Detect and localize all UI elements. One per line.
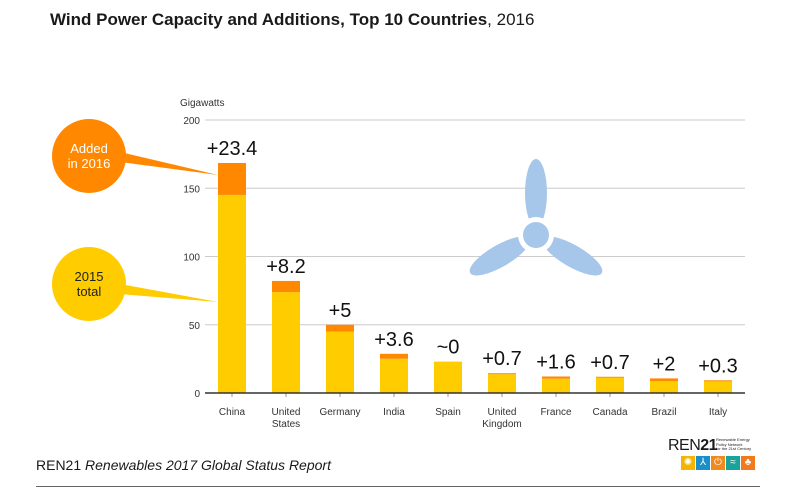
bar-added-2016 xyxy=(488,373,516,375)
chart-title-main: Wind Power Capacity and Additions, Top 1… xyxy=(50,10,488,29)
x-tick-label: India xyxy=(383,407,405,418)
bar-2015-total xyxy=(380,358,408,393)
y-tick-label: 0 xyxy=(194,389,200,400)
x-tick-label: States xyxy=(272,419,300,430)
bar-2015-total xyxy=(488,374,516,393)
source-footer: REN21 Renewables 2017 Global Status Repo… xyxy=(36,457,331,473)
data-label: ~0 xyxy=(437,337,460,359)
x-tick-label: France xyxy=(540,407,572,418)
footer-divider xyxy=(36,486,760,487)
leaf-icon: ♣ xyxy=(741,456,755,470)
y-tick-label: 100 xyxy=(183,253,200,264)
bar-2015-total xyxy=(650,381,678,393)
callout-pointer-total xyxy=(120,284,218,302)
turbine-hub xyxy=(523,222,549,248)
logo-icons: ✺ ⅄ ⏻ ≈ ♣ xyxy=(681,456,755,470)
data-label: +0.7 xyxy=(590,352,629,374)
callout-circle-added xyxy=(52,119,126,193)
callout-pointer-added xyxy=(120,152,218,175)
bar-2015-total xyxy=(326,331,354,393)
callout-label-added: Added xyxy=(70,141,108,156)
y-axis: 0 50 100 150 200 Gigawatts xyxy=(180,98,224,400)
data-label: +0.7 xyxy=(482,348,521,370)
turbine-blade xyxy=(469,236,530,276)
x-tick-label: Germany xyxy=(319,407,360,418)
x-tick-label: China xyxy=(219,407,246,418)
x-tick-label: Canada xyxy=(592,407,627,418)
bar-added-2016 xyxy=(272,280,300,293)
y-tick-label: 50 xyxy=(189,321,201,332)
bar-added-2016 xyxy=(380,353,408,359)
data-label: +0.3 xyxy=(698,355,737,377)
wind-icon: ⅄ xyxy=(696,456,710,470)
turbine-blade xyxy=(525,159,547,227)
y-axis-label: Gigawatts xyxy=(180,98,224,109)
water-icon: ≈ xyxy=(726,456,740,470)
callout-circle-total xyxy=(52,247,126,321)
x-tick-label: Spain xyxy=(435,407,461,418)
data-label: +2 xyxy=(653,353,676,375)
data-label: +1.6 xyxy=(536,351,575,373)
bar-2015-total xyxy=(218,194,246,393)
bar-added-2016 xyxy=(704,380,732,382)
wind-turbine-icon xyxy=(469,159,603,276)
bar-added-2016 xyxy=(326,324,354,332)
y-tick-label: 150 xyxy=(183,184,200,195)
logo-wordmark: REN21 xyxy=(668,437,718,455)
callout-label-total: total xyxy=(77,284,102,299)
callout-label-total: 2015 xyxy=(75,269,104,284)
bar-added-2016 xyxy=(596,376,624,378)
x-tick-label: Kingdom xyxy=(482,419,521,430)
ren21-logo: REN21 Renewable Energy Policy Network fo… xyxy=(668,437,760,475)
blade-shape xyxy=(469,236,530,276)
data-labels: +23.4 +8.2 +5 +3.6 ~0 +0.7 +1.6 +0.7 +2 +0.3 xyxy=(207,138,738,377)
bar-2015-total xyxy=(272,292,300,393)
logo-mark-prefix: REN xyxy=(668,437,701,454)
blade-shape xyxy=(542,236,603,276)
data-label: +23.4 xyxy=(207,138,258,160)
bar-2015-total xyxy=(704,380,732,393)
bars xyxy=(218,162,732,393)
turbine-blade xyxy=(542,236,603,276)
blade-shape xyxy=(525,159,547,227)
callout-label-added: in 2016 xyxy=(68,156,111,171)
y-tick-label: 200 xyxy=(183,116,200,127)
bar-added-2016 xyxy=(650,378,678,382)
x-tick-label: United xyxy=(272,407,301,418)
logo-tagline: Renewable Energy Policy Network for the … xyxy=(716,437,760,452)
chart-title-sep: , xyxy=(487,10,492,29)
bar-added-2016 xyxy=(542,376,570,379)
x-tick-label: Brazil xyxy=(651,407,676,418)
logo-mark-suffix: 21 xyxy=(700,437,718,454)
sun-icon: ✺ xyxy=(681,456,695,470)
bar-2015-total xyxy=(542,378,570,393)
data-label: +5 xyxy=(329,300,352,322)
source-org: REN21 xyxy=(36,457,82,473)
bar-added-2016 xyxy=(218,162,246,195)
source-report: Renewables 2017 Global Status Report xyxy=(85,457,331,473)
x-tick-label: Italy xyxy=(709,407,727,418)
power-icon: ⏻ xyxy=(711,456,725,470)
data-label: +8.2 xyxy=(266,256,305,278)
data-label: +3.6 xyxy=(374,329,413,351)
logo-tagline-line: Renewable Energy xyxy=(716,437,750,442)
bar-2015-total xyxy=(434,361,462,393)
bar-2015-total xyxy=(596,377,624,393)
logo-tagline-line: for the 21st Century xyxy=(716,446,752,451)
chart-title: Wind Power Capacity and Additions, Top 1… xyxy=(50,10,534,30)
chart-title-year: 2016 xyxy=(496,10,535,29)
x-tick-label: United xyxy=(488,407,517,418)
logo-tagline-line: Policy Network xyxy=(716,441,743,447)
